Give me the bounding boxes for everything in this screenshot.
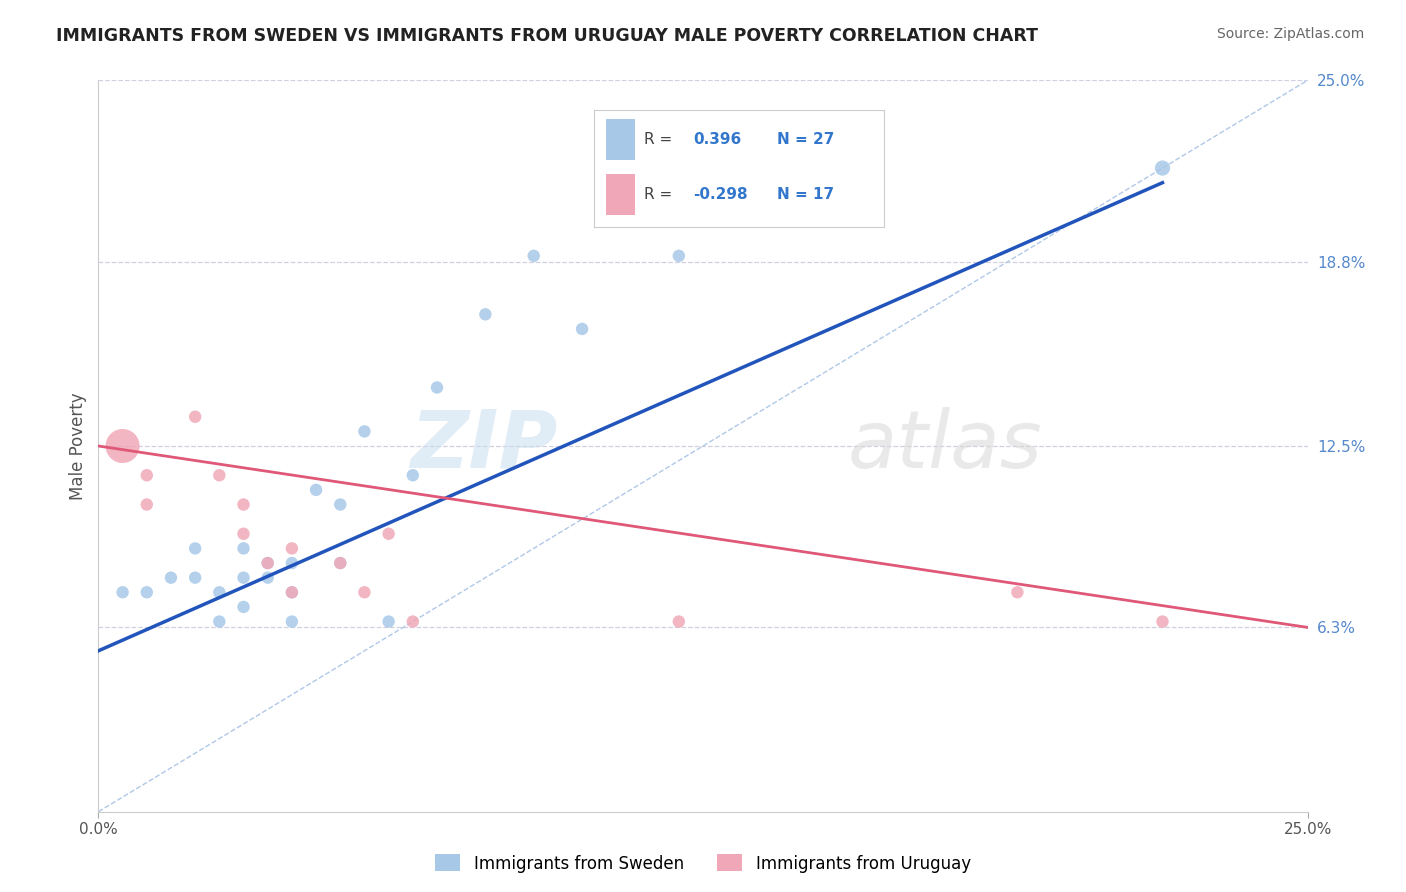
Point [402,615,425,629]
Point [305,483,328,497]
Point [232,571,254,585]
Text: ZIP: ZIP [411,407,558,485]
Point [426,380,449,394]
Point [184,541,207,556]
Point [474,307,496,321]
Point [256,556,278,570]
Point [135,498,157,512]
Point [135,468,157,483]
Point [353,585,375,599]
Point [232,498,254,512]
Point [353,425,375,439]
Point [668,249,690,263]
Point [184,571,207,585]
Point [329,556,352,570]
Point [281,615,304,629]
Point [377,615,399,629]
Point [281,541,304,556]
Point [160,571,183,585]
Point [329,556,352,570]
Y-axis label: Male Poverty: Male Poverty [69,392,87,500]
Point [184,409,207,424]
Point [571,322,593,336]
Point [281,585,304,599]
Point [1152,161,1174,175]
Text: atlas: atlas [848,407,1043,485]
Point [111,439,134,453]
Point [1152,615,1174,629]
Point [232,599,254,614]
Point [1007,585,1029,599]
Point [208,615,231,629]
Legend: Immigrants from Sweden, Immigrants from Uruguay: Immigrants from Sweden, Immigrants from … [429,847,977,880]
Point [377,526,399,541]
Point [256,571,278,585]
Point [208,468,231,483]
Point [281,585,304,599]
Point [668,615,690,629]
Point [232,526,254,541]
Point [208,585,231,599]
Point [281,556,304,570]
Point [329,498,352,512]
Text: Source: ZipAtlas.com: Source: ZipAtlas.com [1216,27,1364,41]
Point [135,585,157,599]
Point [111,585,134,599]
Point [402,468,425,483]
Point [232,541,254,556]
Point [256,556,278,570]
Text: IMMIGRANTS FROM SWEDEN VS IMMIGRANTS FROM URUGUAY MALE POVERTY CORRELATION CHART: IMMIGRANTS FROM SWEDEN VS IMMIGRANTS FRO… [56,27,1038,45]
Point [523,249,546,263]
